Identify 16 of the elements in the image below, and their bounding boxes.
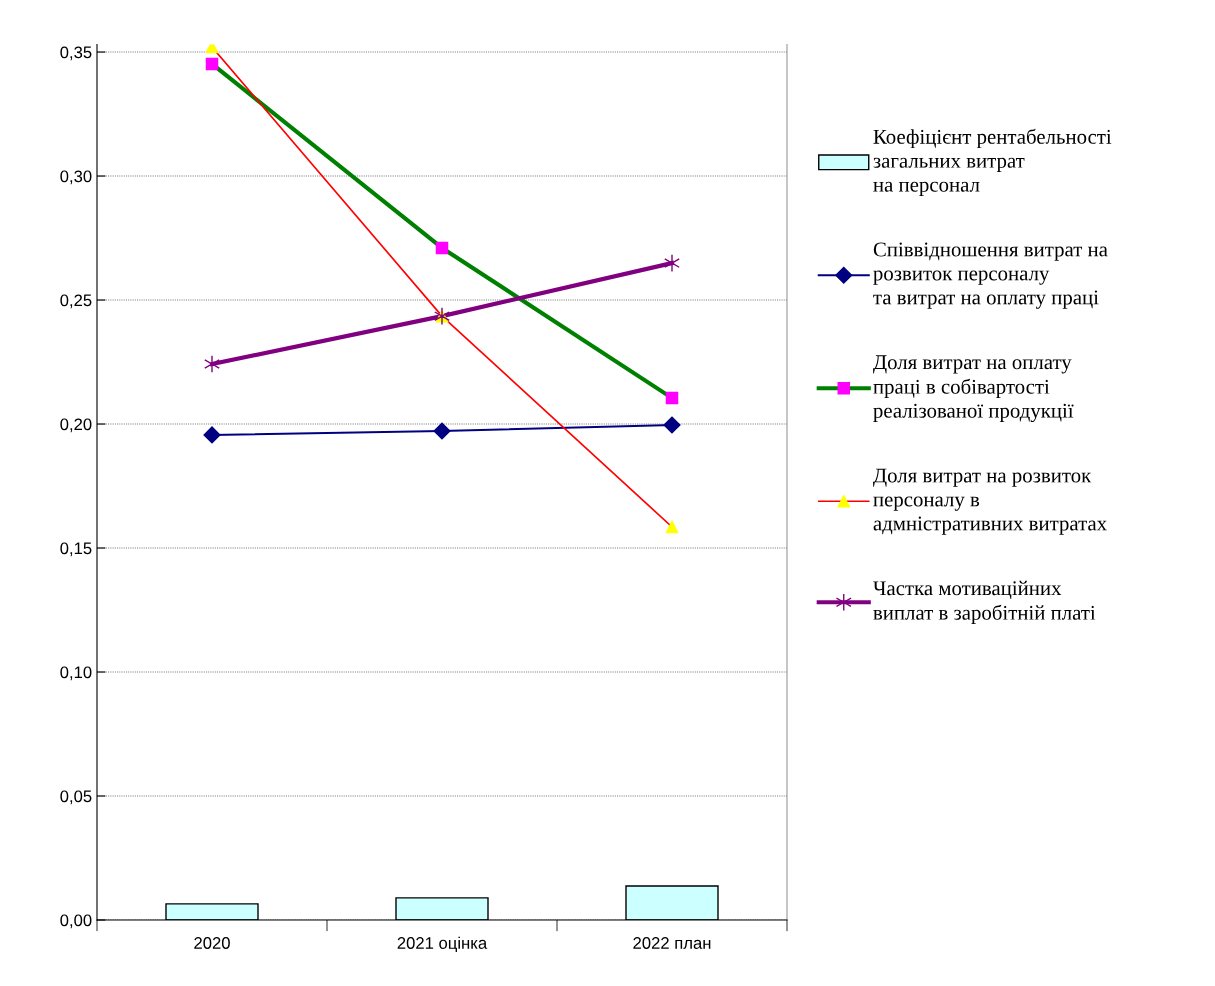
legend-label: Коефіцієнт рентабельності загальних витрат на персонал: [873, 128, 1112, 196]
y-tick-label: 0,15: [60, 542, 92, 557]
y-tick-label: 0,00: [60, 914, 92, 929]
y-tick-label: 0,30: [60, 170, 92, 185]
x-tick-label: 2021 оцінка: [397, 936, 488, 953]
y-tick-label: 0,35: [60, 46, 92, 61]
legend-label: Частка мотиваційних виплат в заробітній платі: [873, 580, 1096, 625]
y-tick-label: 0,20: [60, 418, 92, 433]
x-tick-label: 2020: [194, 937, 230, 949]
y-tick-label: 0,10: [60, 666, 92, 681]
y-tick-label: 0,25: [60, 294, 92, 309]
x-tick-label: 2022 план: [633, 937, 711, 949]
y-tick-label: 0,05: [60, 790, 92, 805]
legend-label: Доля витрат на оплату праці в собівартості реалізованої продукції: [873, 355, 1074, 423]
legend-label: Співвідношення витрат на розвиток персоналу та витрат на оплату праці: [873, 242, 1108, 309]
legend-label: Доля витрат на розвиток персоналу в адмністративних витратах: [873, 468, 1107, 535]
